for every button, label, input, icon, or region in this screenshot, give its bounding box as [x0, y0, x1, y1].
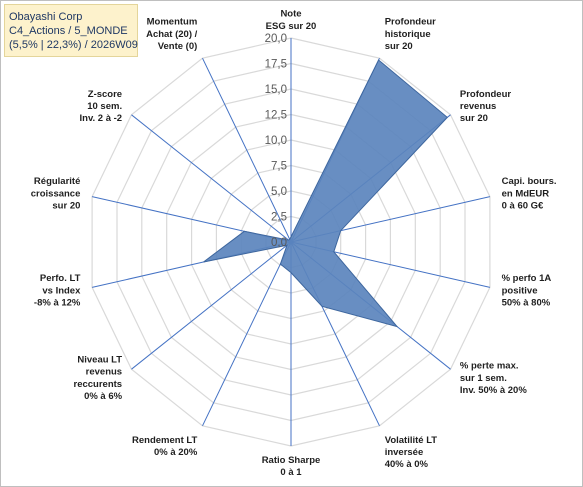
title-line-3: (5,5% | 22,3%) / 2026W09 — [9, 39, 138, 51]
tick-label-6: 15,0 — [265, 84, 287, 96]
axis-spoke-13 — [202, 57, 292, 243]
axis-label-4-line-2: 50% à 80% — [502, 298, 551, 309]
axis-label-7: Ratio Sharpe 0 à 1 — [262, 455, 321, 478]
radar-series — [203, 59, 449, 328]
tick-label-7: 17,5 — [265, 59, 287, 71]
axis-label-9-line-1: revenus — [86, 367, 122, 378]
axis-label-9-line-0: Niveau LT — [77, 355, 122, 366]
axis-label-11-line-0: Régularité — [34, 176, 80, 187]
axis-spoke-12 — [131, 114, 292, 243]
tick-label-1: 2,5 — [271, 212, 287, 224]
axis-label-7-line-1: 0 à 1 — [280, 467, 302, 478]
axis-label-0: Note ESG sur 20 — [266, 9, 317, 32]
axis-label-3: Capi. bours. en MdEUR 0 à 60 G€ — [502, 176, 557, 211]
axis-label-12-line-0: Z-score — [88, 89, 122, 100]
axis-label-11: Régularité croissance sur 20 — [31, 176, 81, 211]
axis-label-1-line-2: sur 20 — [385, 41, 413, 52]
axis-label-10-line-0: Perfo. LT — [40, 273, 81, 284]
axis-label-2-line-2: sur 20 — [460, 113, 488, 124]
axis-label-6-line-0: Volatilité LT — [385, 435, 438, 446]
axis-label-5-line-0: % perte max. — [460, 361, 519, 372]
axis-label-3-line-1: en MdEUR — [502, 188, 550, 199]
axis-label-2-line-1: revenus — [460, 101, 496, 112]
radar-axis-labels: Note ESG sur 20 Profondeur historique sur 20… — [31, 9, 557, 479]
axis-label-1-line-0: Profondeur — [385, 17, 436, 28]
axis-label-12-line-2: Inv. 2 à -2 — [80, 113, 123, 124]
title-line-2: C4_Actions / 5_MONDE — [9, 25, 128, 37]
axis-label-13-line-2: Vente (0) — [158, 41, 198, 52]
tick-label-3: 7,5 — [271, 161, 287, 173]
axis-label-2: Profondeur revenus sur 20 — [460, 89, 511, 124]
axis-label-4-line-1: positive — [502, 285, 538, 296]
axis-label-12-line-1: 10 sem. — [87, 101, 122, 112]
axis-label-10-line-2: -8% à 12% — [34, 298, 81, 309]
axis-label-3-line-2: 0 à 60 G€ — [502, 201, 544, 212]
axis-label-10-line-1: vs Index — [42, 285, 81, 296]
tick-label-0: 0,0 — [271, 237, 287, 249]
axis-label-13-line-1: Achat (20) / — [146, 29, 198, 40]
axis-label-6-line-2: 40% à 0% — [385, 459, 429, 470]
axis-label-7-line-0: Ratio Sharpe — [262, 455, 321, 466]
axis-label-3-line-0: Capi. bours. — [502, 176, 557, 187]
axis-label-8: Rendement LT 0% à 20% — [132, 435, 198, 458]
axis-label-6-line-1: inversée — [385, 447, 424, 458]
chart-title-box: Obayashi Corp C4_Actions / 5_MONDE (5,5%… — [4, 4, 138, 57]
radar-tick-labels: 0,0 2,5 5,0 7,5 10,0 12,5 15,0 17,5 20,0 — [265, 33, 287, 249]
axis-spoke-9 — [131, 241, 292, 370]
axis-label-11-line-1: croissance — [31, 188, 81, 199]
tick-label-8: 20,0 — [265, 33, 287, 45]
axis-label-1: Profondeur historique sur 20 — [385, 17, 436, 52]
axis-label-0-line-1: ESG sur 20 — [266, 21, 317, 32]
axis-label-9-line-2: reccurents — [74, 379, 123, 390]
tick-label-5: 12,5 — [265, 110, 287, 122]
tick-label-4: 10,0 — [265, 135, 287, 147]
axis-label-1-line-1: historique — [385, 29, 431, 40]
axis-label-4: % perfo 1A positive 50% à 80% — [502, 273, 552, 308]
axis-label-10: Perfo. LT vs Index -8% à 12% — [34, 273, 81, 308]
axis-label-4-line-0: % perfo 1A — [502, 273, 552, 284]
axis-label-8-line-0: Rendement LT — [132, 435, 197, 446]
axis-label-12: Z-score 10 sem. Inv. 2 à -2 — [80, 89, 123, 124]
tick-label-2: 5,0 — [271, 186, 287, 198]
axis-label-5: % perte max. sur 1 sem. Inv. 50% à 20% — [460, 361, 527, 396]
axis-label-13: Momentum Achat (20) / Vente (0) — [146, 17, 198, 52]
axis-label-5-line-1: sur 1 sem. — [460, 373, 507, 384]
axis-spoke-8 — [202, 241, 292, 427]
axis-label-8-line-1: 0% à 20% — [154, 447, 198, 458]
axis-label-2-line-0: Profondeur — [460, 89, 511, 100]
axis-label-11-line-2: sur 20 — [52, 201, 80, 212]
axis-label-6: Volatilité LT inversée 40% à 0% — [385, 435, 438, 470]
axis-label-13-line-0: Momentum — [147, 17, 198, 28]
axis-label-5-line-2: Inv. 50% à 20% — [460, 385, 527, 396]
axis-label-9-line-3: 0% à 6% — [84, 391, 123, 402]
series-area — [203, 59, 449, 328]
axis-label-9: Niveau LT revenus reccurents 0% à 6% — [74, 355, 123, 403]
title-line-1: Obayashi Corp — [9, 11, 83, 23]
axis-label-0-line-0: Note — [280, 9, 301, 20]
